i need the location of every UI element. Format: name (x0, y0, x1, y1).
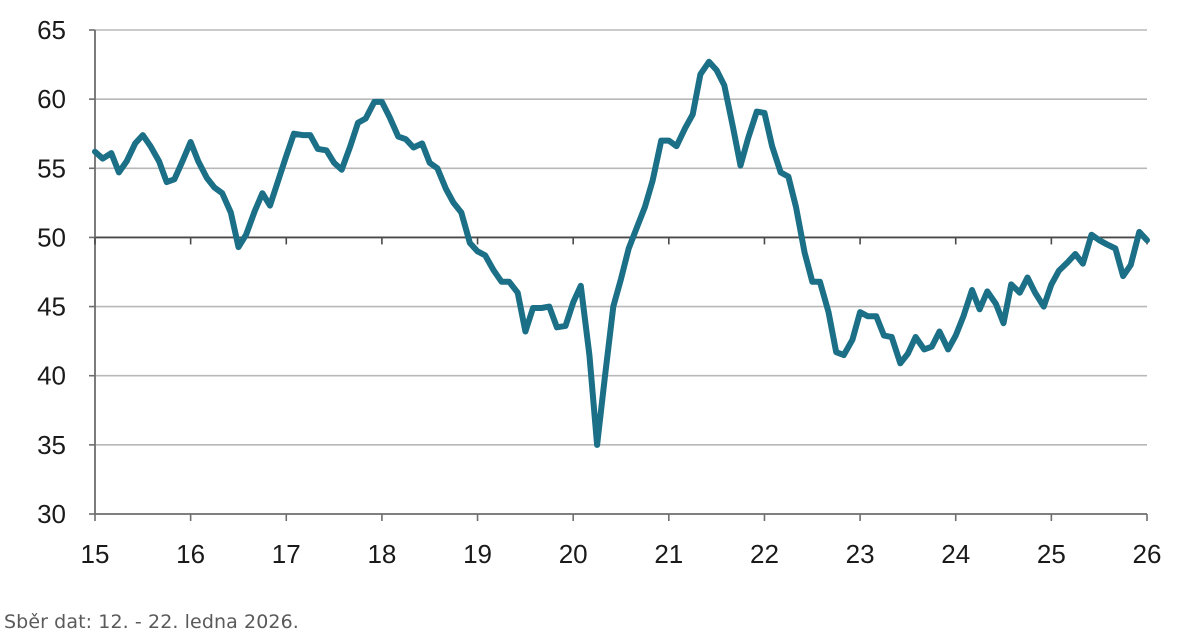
gridlines (95, 29, 1147, 446)
x-tick-label-25: 25 (1037, 539, 1066, 569)
y-tick-label-50: 50 (37, 222, 66, 252)
x-tick-label-22: 22 (750, 539, 779, 569)
axes (89, 29, 1148, 521)
x-tick-label-15: 15 (81, 539, 110, 569)
x-tick-labels: 15 16 17 18 19 20 21 22 23 24 25 26 (81, 539, 1162, 569)
y-tick-label-55: 55 (37, 153, 66, 183)
y-tick-labels: 30 35 40 45 50 55 60 65 (37, 15, 66, 529)
x-tick-label-16: 16 (176, 539, 205, 569)
y-tick-label-60: 60 (37, 84, 66, 114)
x-tick-label-26: 26 (1133, 539, 1162, 569)
y-tick-label-35: 35 (37, 430, 66, 460)
x-tick-label-17: 17 (272, 539, 301, 569)
x-tick-label-19: 19 (463, 539, 492, 569)
y-tick-label-45: 45 (37, 292, 66, 322)
y-tick-label-40: 40 (37, 361, 66, 391)
x-tick-label-20: 20 (559, 539, 588, 569)
x-tick-label-18: 18 (367, 539, 396, 569)
series-line-0 (92, 58, 1150, 448)
data-collection-note: Sběr dat: 12. - 22. ledna 2026. (4, 611, 299, 633)
y-tick-label-30: 30 (37, 499, 66, 529)
x-tick-label-24: 24 (941, 539, 970, 569)
x-tick-label-21: 21 (654, 539, 683, 569)
x-tick-label-23: 23 (846, 539, 875, 569)
y-tick-label-65: 65 (37, 15, 66, 45)
line-chart: 30 35 40 45 50 55 60 65 15 16 17 18 19 20 21 22 23 24 25 2… (37, 15, 1162, 569)
series-group (92, 58, 1150, 448)
